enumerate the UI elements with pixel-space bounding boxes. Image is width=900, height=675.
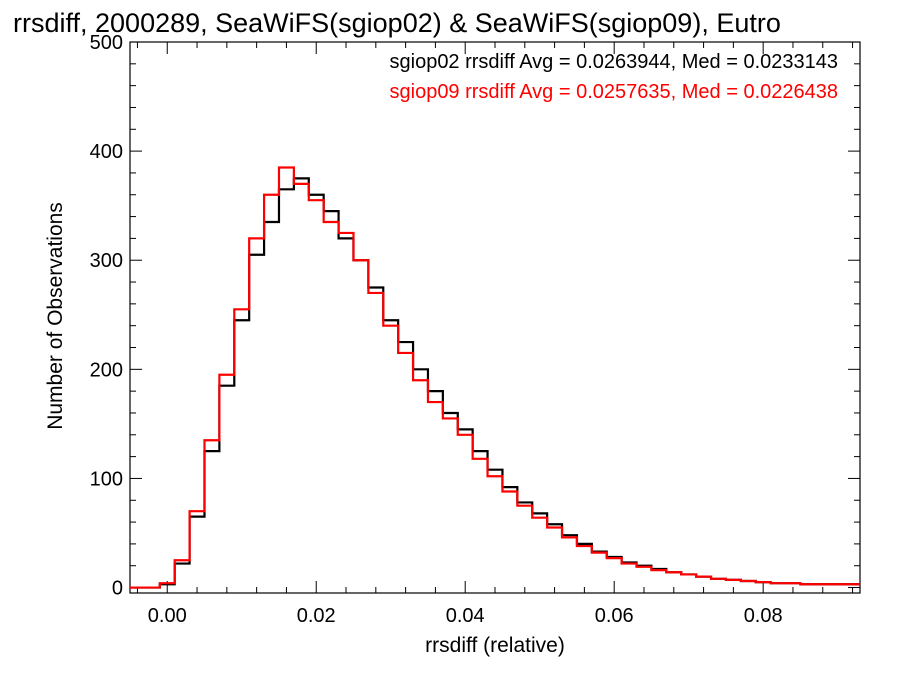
y-tick-label: 0 xyxy=(112,578,123,600)
y-tick-label: 200 xyxy=(90,359,123,381)
y-tick-label: 300 xyxy=(90,250,123,272)
x-tick-label: 0.02 xyxy=(297,605,336,627)
legend-entry-sgiop02: sgiop02 rrsdiff Avg = 0.0263944, Med = 0… xyxy=(390,51,839,73)
axes: 0.00 0.02 0.04 0.06 0.08 0 100 200 300 400 500 xyxy=(90,32,861,627)
x-tick-label: 0.08 xyxy=(744,605,783,627)
x-tick-label: 0.04 xyxy=(446,605,485,627)
x-tick-label: 0.06 xyxy=(595,605,634,627)
series-sgiop02 xyxy=(130,177,860,589)
series-sgiop09 xyxy=(130,166,860,589)
y-tick-label: 500 xyxy=(90,32,123,54)
y-tick-label: 100 xyxy=(90,468,123,490)
x-axis-label: rrsdiff (relative) xyxy=(425,634,565,657)
plot-area: 0.00 0.02 0.04 0.06 0.08 0 100 200 300 400 500 xyxy=(90,32,861,627)
y-axis-label: Number of Observations xyxy=(44,202,67,430)
chart-title: rrsdiff, 2000289, SeaWiFS(sgiop02) & Sea… xyxy=(13,8,781,38)
legend-entry-sgiop09: sgiop09 rrsdiff Avg = 0.0257635, Med = 0… xyxy=(390,81,839,103)
y-tick-label: 400 xyxy=(90,141,123,163)
x-tick-label: 0.00 xyxy=(148,605,187,627)
plot-frame xyxy=(129,41,861,594)
series-layer xyxy=(130,166,860,589)
